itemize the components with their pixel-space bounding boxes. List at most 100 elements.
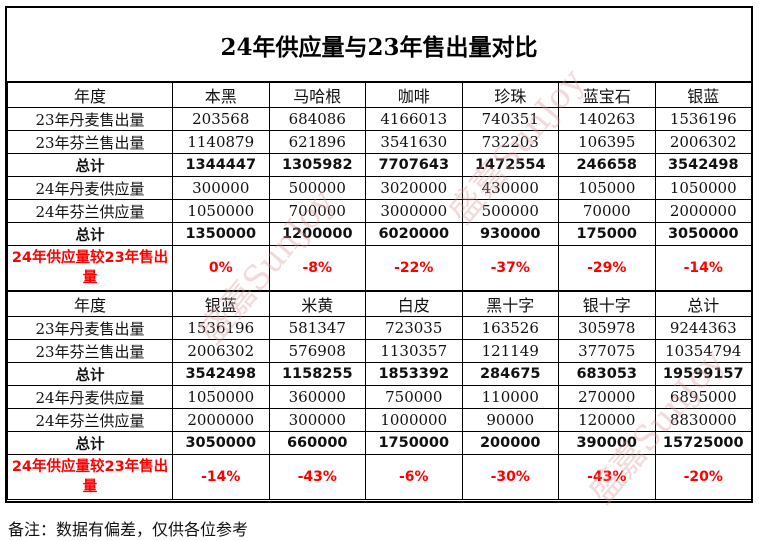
table-cell: 200000 [461, 431, 559, 455]
table-cell: 1350000 [172, 222, 270, 246]
row-label: 23年丹麦售出量 [7, 107, 173, 131]
table-cell: -30% [461, 454, 559, 500]
table-row: 总计 1344447 1305982 7707643 1472554 246658 3542… [7, 153, 752, 177]
row-label: 23年芬兰售出量 [7, 130, 173, 154]
table-row: 24年芬兰供应量 1050000 700000 3000000 500000 70000 2… [7, 199, 752, 223]
table-cell: -43% [268, 454, 366, 500]
table-cell: 1305982 [268, 153, 366, 177]
row-label: 23年丹麦售出量 [7, 316, 173, 340]
row-label: 总计 [7, 222, 173, 246]
table-cell: 6020000 [365, 222, 463, 246]
table-cell: -14% [654, 245, 752, 291]
table-cell: 683053 [558, 362, 656, 386]
report-sheet: 24年供应量与23年售出量对比 年度 本黑 马哈根 咖啡 珍珠 蓝宝石 银蓝 23年丹麦售出量… [5, 6, 753, 503]
table-cell: 3000000 [365, 199, 463, 223]
table-row: 总计 3050000 660000 1750000 200000 390000 157250… [7, 431, 752, 455]
row-label: 总计 [7, 153, 173, 177]
table-cell: 300000 [172, 176, 270, 200]
table-cell: 750000 [365, 385, 463, 409]
column-header: 银十字 [558, 291, 656, 317]
table-cell: 1536196 [172, 316, 270, 340]
table-cell: 110000 [461, 385, 559, 409]
table-cell: 3050000 [172, 431, 270, 455]
table-cell: 1536196 [654, 107, 752, 131]
column-header: 米黄 [268, 291, 366, 317]
table-cell: 3541630 [365, 130, 463, 154]
table-cell: -6% [365, 454, 463, 500]
table-row: 24年供应量较23年售出量 -14% -43% -6% -30% -43% -20% [7, 454, 752, 500]
table-cell: 246658 [558, 153, 656, 177]
row-label: 24年供应量较23年售出量 [7, 245, 173, 291]
table-cell: 430000 [461, 176, 559, 200]
footnote: 备注：数据有偏差，仅供各位参考 [8, 520, 249, 539]
table-cell: 284675 [461, 362, 559, 386]
table-cell: 621896 [268, 130, 366, 154]
table-cell: 3050000 [654, 222, 752, 246]
table-cell: 203568 [172, 107, 270, 131]
row-label: 总计 [7, 362, 173, 386]
table-cell: 7707643 [365, 153, 463, 177]
table-cell: 2000000 [172, 408, 270, 432]
row-label: 24年丹麦供应量 [7, 176, 173, 200]
table-cell: 19599157 [654, 362, 752, 386]
table-cell: 0% [172, 245, 270, 291]
header-row: 年度 银蓝 米黄 白皮 黑十字 银十字 总计 [7, 291, 752, 317]
table-cell: -43% [558, 454, 656, 500]
table-cell: 6895000 [654, 385, 752, 409]
table-row: 23年芬兰售出量 2006302 576908 1130357 121149 377075… [7, 339, 752, 363]
table-row: 总计 3542498 1158255 1853392 284675 683053 19599… [7, 362, 752, 386]
column-header: 蓝宝石 [558, 82, 656, 108]
table-row: 24年丹麦供应量 1050000 360000 750000 110000 270000 6… [7, 385, 752, 409]
table-cell: 581347 [268, 316, 366, 340]
table-cell: 1140879 [172, 130, 270, 154]
table-cell: 105000 [558, 176, 656, 200]
table-cell: -20% [654, 454, 752, 500]
comparison-table-1: 年度 本黑 马哈根 咖啡 珍珠 蓝宝石 银蓝 23年丹麦售出量 203568 684086 4166… [7, 82, 752, 291]
comparison-table-2: 年度 银蓝 米黄 白皮 黑十字 银十字 总计 23年丹麦售出量 1536196 581347 723… [7, 291, 752, 500]
row-label: 24年芬兰供应量 [7, 408, 173, 432]
table-cell: 660000 [268, 431, 366, 455]
column-header: 珍珠 [461, 82, 559, 108]
table-cell: 700000 [268, 199, 366, 223]
table-cell: 1130357 [365, 339, 463, 363]
table-cell: 8830000 [654, 408, 752, 432]
column-header: 本黑 [172, 82, 270, 108]
table-cell: 15725000 [654, 431, 752, 455]
table-cell: -29% [558, 245, 656, 291]
column-header: 年度 [7, 82, 173, 108]
table-cell: 10354794 [654, 339, 752, 363]
table-cell: 500000 [268, 176, 366, 200]
table-cell: 4166013 [365, 107, 463, 131]
page-title: 24年供应量与23年售出量对比 [7, 8, 751, 82]
column-header: 银蓝 [654, 82, 752, 108]
table-cell: 9244363 [654, 316, 752, 340]
table-cell: 576908 [268, 339, 366, 363]
table-row: 24年丹麦供应量 300000 500000 3020000 430000 105000 1… [7, 176, 752, 200]
column-header: 黑十字 [461, 291, 559, 317]
table-row: 23年芬兰售出量 1140879 621896 3541630 732203 106395… [7, 130, 752, 154]
row-label: 24年芬兰供应量 [7, 199, 173, 223]
table-row: 24年芬兰供应量 2000000 300000 1000000 90000 120000 8… [7, 408, 752, 432]
table-cell: 732203 [461, 130, 559, 154]
table-cell: 360000 [268, 385, 366, 409]
header-row: 年度 本黑 马哈根 咖啡 珍珠 蓝宝石 银蓝 [7, 82, 752, 108]
row-label: 24年供应量较23年售出量 [7, 454, 173, 500]
table-cell: 2000000 [654, 199, 752, 223]
table-cell: 1472554 [461, 153, 559, 177]
table-cell: 70000 [558, 199, 656, 223]
table-cell: 106395 [558, 130, 656, 154]
row-label: 总计 [7, 431, 173, 455]
table-row: 23年丹麦售出量 1536196 581347 723035 163526 305978 9… [7, 316, 752, 340]
column-header: 总计 [654, 291, 752, 317]
table-cell: 377075 [558, 339, 656, 363]
table-cell: 163526 [461, 316, 559, 340]
table-cell: 90000 [461, 408, 559, 432]
column-header: 咖啡 [365, 82, 463, 108]
table-cell: -22% [365, 245, 463, 291]
column-header: 马哈根 [268, 82, 366, 108]
table-cell: 1050000 [172, 199, 270, 223]
column-header: 银蓝 [172, 291, 270, 317]
row-label: 24年丹麦供应量 [7, 385, 173, 409]
table-cell: 723035 [365, 316, 463, 340]
table-cell: 1853392 [365, 362, 463, 386]
